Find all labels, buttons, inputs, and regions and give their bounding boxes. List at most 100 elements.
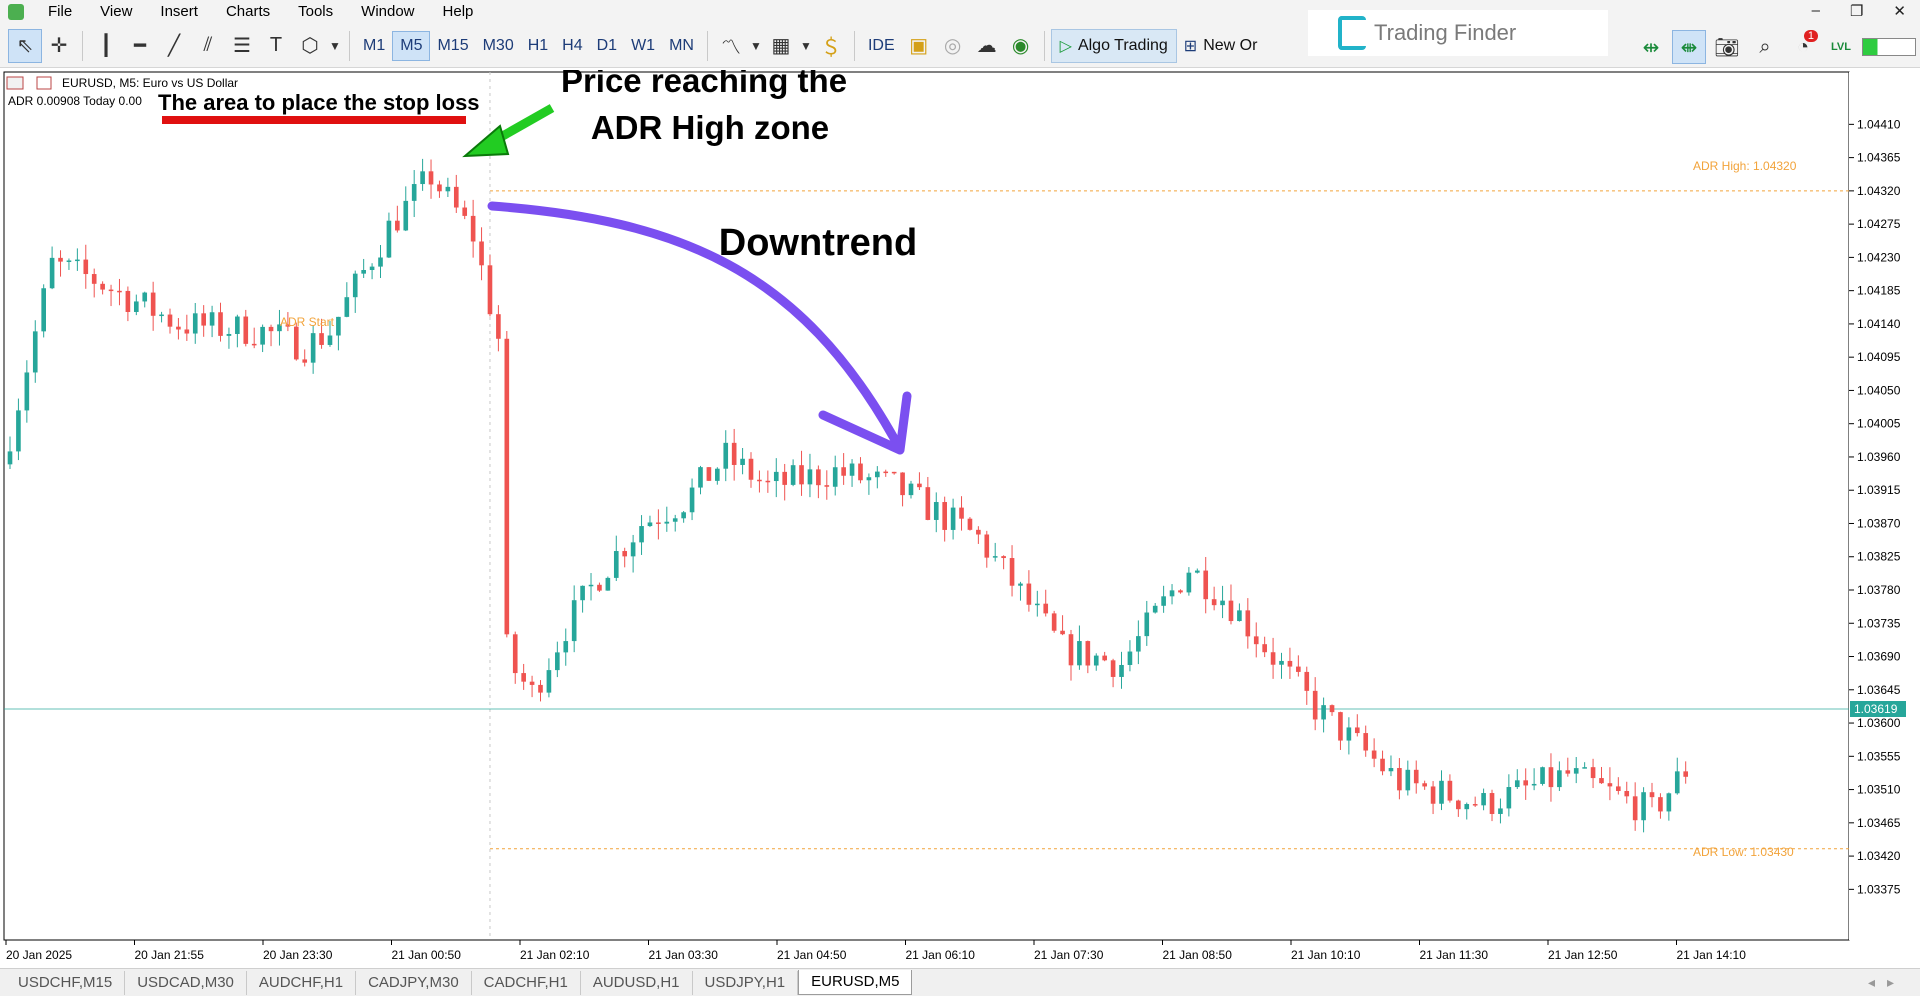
stop-loss-bar [162, 116, 466, 124]
menu-view[interactable]: View [100, 3, 133, 20]
fibonacci-icon[interactable]: ☰ [233, 35, 251, 57]
cloud-icon[interactable]: ☁ [976, 35, 997, 57]
price-tick-label: 1.04275 [1857, 217, 1901, 231]
chart-area[interactable]: 1.03619 1.04410 1.04365 1.04320 1.04275 1.04… [0, 62, 1920, 970]
tab-audusd[interactable]: AUDUSD,H1 [581, 970, 693, 995]
chevron-down-icon[interactable]: ▼ [329, 38, 341, 53]
timeframe-h1[interactable]: H1 [527, 36, 549, 54]
indicators-icon[interactable]: ▦ [771, 35, 791, 57]
timeframe-mn[interactable]: MN [669, 36, 694, 54]
candle-body [369, 266, 375, 271]
restore-button[interactable]: ❐ [1849, 3, 1864, 20]
timeframe-d1[interactable]: D1 [596, 36, 618, 54]
notifications-icon[interactable]: ◔ 1 [1786, 30, 1820, 64]
tab-usdchf[interactable]: USDCHF,M15 [6, 970, 126, 995]
candle-body [1152, 605, 1158, 613]
menu-insert[interactable]: Insert [160, 3, 198, 20]
menu-window[interactable]: Window [361, 3, 415, 20]
channel-icon[interactable]: ⫽ [203, 34, 213, 56]
menu-tools[interactable]: Tools [298, 3, 334, 20]
candle-body [1178, 590, 1183, 593]
level-icon[interactable]: LVL [1831, 41, 1851, 53]
candle-body [976, 529, 981, 535]
minimize-button[interactable]: – [1811, 2, 1820, 19]
current-price-label: 1.03619 [1854, 702, 1898, 716]
candle-body [647, 522, 653, 527]
candle-body [1228, 600, 1234, 622]
timeframe-m30[interactable]: M30 [482, 36, 514, 54]
dollar-icon[interactable]: ＄ [820, 37, 841, 59]
timeframe-m15[interactable]: M15 [437, 36, 469, 54]
lock-icon[interactable]: ▣ [909, 35, 929, 57]
candle-body [1649, 792, 1655, 798]
horizontal-line-icon[interactable]: ━ [133, 35, 147, 57]
autoscroll-icon[interactable]: ⇹ [1642, 36, 1660, 59]
candle-body [1001, 556, 1006, 559]
chevron-down-icon[interactable]: ▼ [750, 38, 762, 53]
tab-usdcad[interactable]: USDCAD,M30 [125, 970, 247, 995]
candle-body [656, 522, 661, 524]
candle-body [1422, 783, 1427, 787]
candle-body [504, 338, 510, 635]
candle-body [209, 312, 215, 326]
time-tick-label: 21 Jan 11:30 [1420, 948, 1489, 962]
candle-body [529, 681, 535, 685]
time-tick-label: 21 Jan 10:10 [1291, 948, 1361, 962]
candle-body [395, 220, 400, 231]
candle-body [1565, 770, 1571, 774]
chart-type-icon[interactable]: 〽 [720, 37, 741, 59]
tab-scroll-arrows-icon[interactable]: ◂▸ [1867, 974, 1906, 990]
price-chart[interactable]: 1.03619 1.044101.043651.043201.042751.04… [0, 62, 1920, 970]
menu-file[interactable]: File [48, 3, 73, 20]
timeframe-w1[interactable]: W1 [631, 36, 656, 54]
menu-bar: File View Insert Charts Tools Window Hel… [0, 0, 1920, 24]
vps-icon[interactable]: ◉ [1011, 35, 1030, 57]
shapes-icon[interactable]: ⬡ [301, 35, 319, 57]
new-order-button[interactable]: ⊞ New Or [1177, 31, 1265, 61]
app-icon [8, 4, 24, 20]
vertical-line-icon[interactable]: ┃ [99, 35, 113, 57]
price-tick-label: 1.04140 [1857, 317, 1901, 331]
menu-charts[interactable]: Charts [225, 3, 271, 20]
candle-body [706, 467, 712, 481]
trendline-icon[interactable]: ╱ [167, 35, 181, 57]
screenshot-icon[interactable]: 📷︎ [1714, 36, 1740, 59]
close-button[interactable]: ✕ [1893, 3, 1906, 20]
menu-help[interactable]: Help [442, 3, 474, 20]
chart-tabs: USDCHF,M15 USDCAD,M30 AUDCHF,H1 CADJPY,M… [0, 968, 1920, 996]
cursor-icon[interactable]: ⇖ [8, 28, 42, 63]
candle-body [302, 359, 308, 363]
timeframe-m5[interactable]: M5 [392, 30, 431, 61]
ide-button[interactable]: IDE [867, 36, 895, 54]
time-tick-label: 21 Jan 04:50 [777, 948, 847, 962]
candle-body [1658, 797, 1663, 812]
current-price-tag [1850, 701, 1906, 717]
brand-watermark: Trading Finder [1308, 10, 1608, 56]
candle-body [563, 641, 569, 653]
chevron-down-icon[interactable]: ▼ [800, 38, 812, 53]
candle-body [639, 526, 644, 543]
tab-audchf[interactable]: AUDCHF,H1 [247, 970, 357, 995]
candle-body [1312, 690, 1318, 720]
tab-eurusd[interactable]: EURUSD,M5 [798, 970, 913, 995]
tab-usdjpy[interactable]: USDJPY,H1 [693, 970, 799, 995]
search-icon[interactable]: ⌕ [1759, 35, 1771, 58]
candle-body [1439, 780, 1444, 804]
algo-trading-button[interactable]: ▷ Algo Trading [1050, 28, 1177, 63]
candle-body [807, 469, 813, 485]
tab-cadjpy[interactable]: CADJPY,M30 [356, 970, 472, 995]
toolbar: ⇖ ✛ ┃ ━ ╱ ⫽ ☰ T ⬡ ▼ M1 M5 M15 M30 H1 H4 … [0, 24, 1920, 68]
candle-body [1161, 596, 1166, 606]
timeframe-m1[interactable]: M1 [363, 36, 386, 54]
signal-icon[interactable]: ◎ [943, 35, 962, 57]
tab-cadchf[interactable]: CADCHF,H1 [472, 970, 581, 995]
chart-shift-icon[interactable]: ⇼ [1672, 30, 1706, 64]
candle-body [824, 485, 830, 487]
timeframe-h4[interactable]: H4 [562, 36, 583, 54]
crosshair-icon[interactable]: ✛ [50, 35, 68, 57]
text-tool-icon[interactable]: T [269, 34, 283, 56]
candle-body [487, 265, 493, 315]
candle-body [159, 314, 164, 317]
candle-body [167, 314, 173, 327]
new-order-icon: ⊞ [1183, 37, 1198, 55]
